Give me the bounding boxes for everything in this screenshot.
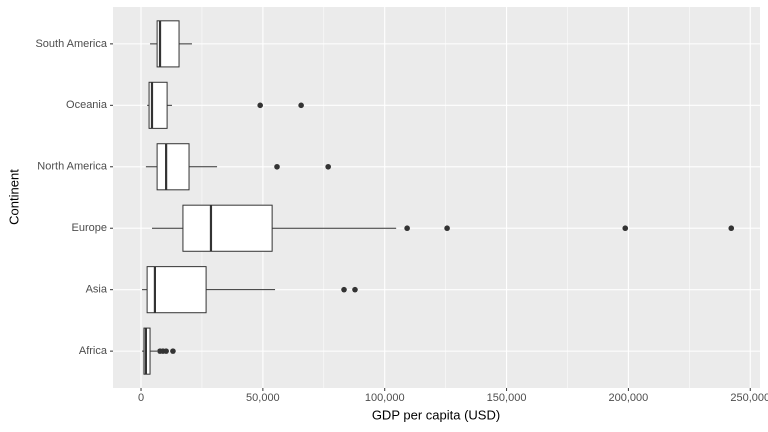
- outlier: [728, 225, 735, 232]
- outlier: [170, 348, 176, 354]
- outlier: [352, 286, 358, 293]
- outlier: [257, 102, 263, 109]
- y-tick-label: Asia: [86, 284, 108, 296]
- box: [182, 204, 273, 252]
- outlier: [341, 286, 347, 293]
- x-tick-label: 0: [138, 392, 144, 404]
- box: [148, 81, 168, 129]
- y-tick-label: Africa: [79, 345, 108, 357]
- x-tick-label: 200,000: [609, 392, 649, 404]
- outlier: [325, 163, 331, 170]
- outlier: [622, 225, 629, 232]
- x-tick-label: 50,000: [246, 392, 280, 404]
- y-axis-title: Continent: [6, 169, 21, 225]
- x-tick-label: 150,000: [487, 392, 527, 404]
- outlier: [404, 225, 410, 232]
- panel-background: [113, 7, 760, 388]
- y-tick-label: South America: [35, 38, 107, 50]
- box: [146, 266, 207, 314]
- x-tick-label: 100,000: [365, 392, 405, 404]
- x-axis-title: GDP per capita (USD): [372, 407, 500, 422]
- y-tick-label: Oceania: [66, 99, 108, 111]
- x-tick-label: 250,000: [730, 392, 768, 404]
- outlier: [298, 102, 304, 109]
- outlier: [163, 348, 169, 354]
- outlier: [444, 225, 450, 232]
- box: [156, 20, 180, 68]
- y-tick-label: North America: [37, 161, 108, 173]
- box: [156, 143, 190, 191]
- outlier: [274, 163, 280, 170]
- y-tick-label: Europe: [72, 222, 107, 234]
